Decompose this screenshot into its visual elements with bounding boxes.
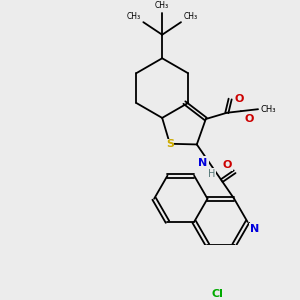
Text: O: O bbox=[244, 113, 254, 124]
Text: CH₃: CH₃ bbox=[155, 2, 169, 10]
Text: CH₃: CH₃ bbox=[260, 105, 276, 114]
Text: CH₃: CH₃ bbox=[183, 12, 197, 21]
Text: H: H bbox=[208, 169, 215, 179]
Text: N: N bbox=[250, 224, 259, 234]
Text: N: N bbox=[198, 158, 208, 167]
Text: Cl: Cl bbox=[212, 290, 224, 299]
Text: CH₃: CH₃ bbox=[127, 12, 141, 21]
Text: O: O bbox=[234, 94, 243, 104]
Text: S: S bbox=[166, 139, 174, 149]
Text: O: O bbox=[223, 160, 232, 170]
